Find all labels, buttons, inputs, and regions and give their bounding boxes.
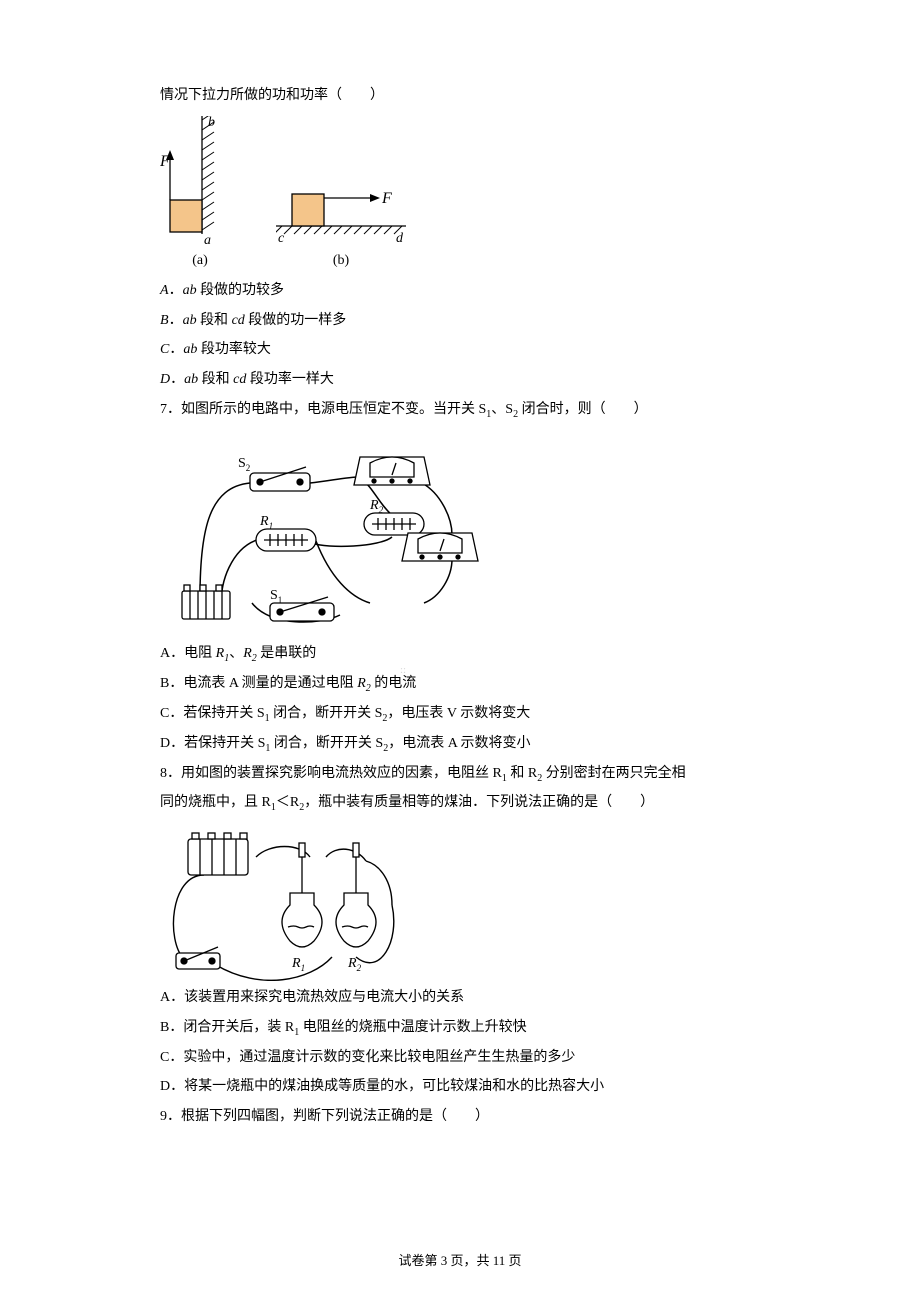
q7-choice-b: B．电流表 A 测量的是通过电阻 R2 的电流 xyxy=(160,671,760,698)
label-F-a: F xyxy=(160,153,170,170)
q6-fig-b: F c d xyxy=(276,136,406,246)
q7-label-r2: R2 xyxy=(369,498,384,515)
q8-label-r2: R2 xyxy=(347,956,362,973)
q8-figure: R1 R2 xyxy=(160,821,420,981)
q6-caption-b: (b) xyxy=(276,248,406,275)
q8-stem-l2: 同的烧瓶中，且 R1＜R2，瓶中装有质量相等的煤油．下列说法正确的是（ ） xyxy=(160,790,760,817)
q9-stem: 9．根据下列四幅图，判断下列说法正确的是（ ） xyxy=(160,1104,760,1131)
q7-label-r1: R1 xyxy=(259,514,273,531)
q6-fig-a: F b a xyxy=(160,116,240,246)
q8-stem-l1: 8．用如图的装置探究影响电流热效应的因素，电阻丝 R1 和 R2 分别密封在两只… xyxy=(160,761,760,788)
q6-choice-c: C．ab 段功率较大 xyxy=(160,337,760,364)
q7-choice-a: A．电阻 R1、R2 是串联的 xyxy=(160,641,760,668)
q6-caption-a: (a) xyxy=(160,248,240,275)
label-a: a xyxy=(204,233,211,246)
watermark: :: xyxy=(400,660,406,681)
label-b: b xyxy=(208,116,215,130)
q7-choice-c: C．若保持开关 S1 闭合，断开开关 S2，电压表 V 示数将变大 xyxy=(160,701,760,728)
q8-choice-b: B．闭合开关后，装 R1 电阻丝的烧瓶中温度计示数上升较快 xyxy=(160,1015,760,1042)
q6-choice-d: D．ab 段和 cd 段功率一样大 xyxy=(160,367,760,394)
q6-choice-b: B．ab 段和 cd 段做的功一样多 xyxy=(160,308,760,335)
q7-choice-d: D．若保持开关 S1 闭合，断开开关 S2，电流表 A 示数将变小 xyxy=(160,731,760,758)
q7-label-s2: S2 xyxy=(238,456,250,473)
page-footer: 试卷第 3 页，共 11 页 xyxy=(0,1249,920,1274)
label-d: d xyxy=(396,231,404,246)
q6-figure: F b a xyxy=(160,116,760,275)
q7-figure: S2 R2 R xyxy=(160,427,480,637)
q6-stem-tail: 情况下拉力所做的功和功率（ ） xyxy=(160,83,760,110)
q7-stem: 7．如图所示的电路中，电源电压恒定不变。当开关 S1、S2 闭合时，则（ ） xyxy=(160,397,760,424)
q6-choice-a: A．ab 段做的功较多 xyxy=(160,278,760,305)
q8-choice-a: A．该装置用来探究电流热效应与电流大小的关系 xyxy=(160,985,760,1012)
q8-choice-d: D．将某一烧瓶中的煤油换成等质量的水，可比较煤油和水的比热容大小 xyxy=(160,1074,760,1101)
label-F-b: F xyxy=(381,190,392,207)
q8-choice-c: C．实验中，通过温度计示数的变化来比较电阻丝产生生热量的多少 xyxy=(160,1045,760,1072)
q7-label-s1: S1 xyxy=(270,588,282,605)
q8-label-r1: R1 xyxy=(291,956,305,973)
label-c: c xyxy=(278,231,285,246)
